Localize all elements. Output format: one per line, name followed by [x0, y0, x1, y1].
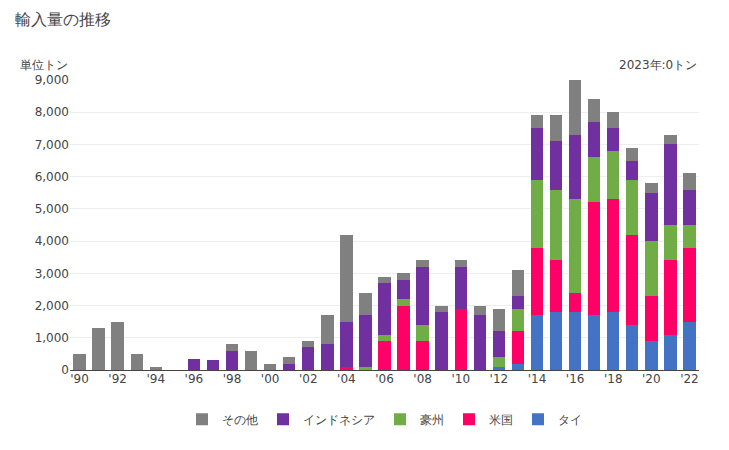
- svg-text:その他: その他: [222, 413, 258, 427]
- svg-text:インドネシア: インドネシア: [303, 413, 375, 427]
- svg-text:'08: '08: [413, 372, 432, 386]
- svg-text:'00: '00: [261, 372, 280, 386]
- svg-text:'22: '22: [680, 372, 699, 386]
- svg-text:3,000: 3,000: [35, 267, 69, 281]
- svg-text:2,000: 2,000: [35, 299, 69, 313]
- svg-text:7,000: 7,000: [35, 138, 69, 152]
- svg-text:'92: '92: [108, 372, 127, 386]
- svg-text:'02: '02: [299, 372, 318, 386]
- svg-text:'94: '94: [146, 372, 165, 386]
- svg-text:6,000: 6,000: [35, 170, 69, 184]
- svg-text:1,000: 1,000: [35, 331, 69, 345]
- svg-text:'96: '96: [185, 372, 204, 386]
- svg-text:豪州: 豪州: [420, 413, 444, 427]
- svg-text:4,000: 4,000: [35, 234, 69, 248]
- svg-text:'04: '04: [337, 372, 356, 386]
- svg-text:米国: 米国: [489, 413, 513, 427]
- svg-text:輸入量の推移: 輸入量の推移: [15, 10, 111, 29]
- svg-text:'10: '10: [451, 372, 470, 386]
- svg-text:'06: '06: [375, 372, 394, 386]
- svg-text:'12: '12: [490, 372, 509, 386]
- svg-text:'20: '20: [642, 372, 661, 386]
- svg-text:単位トン: 単位トン: [20, 58, 68, 72]
- svg-text:0: 0: [61, 363, 69, 377]
- svg-text:8,000: 8,000: [35, 105, 69, 119]
- svg-text:タイ: タイ: [558, 413, 582, 427]
- svg-text:9,000: 9,000: [35, 73, 69, 87]
- svg-text:'90: '90: [70, 372, 89, 386]
- svg-text:5,000: 5,000: [35, 202, 69, 216]
- svg-text:'18: '18: [604, 372, 623, 386]
- svg-text:'14: '14: [528, 372, 547, 386]
- svg-text:2023年:0トン: 2023年:0トン: [619, 58, 697, 72]
- svg-text:'16: '16: [566, 372, 585, 386]
- svg-text:'98: '98: [223, 372, 242, 386]
